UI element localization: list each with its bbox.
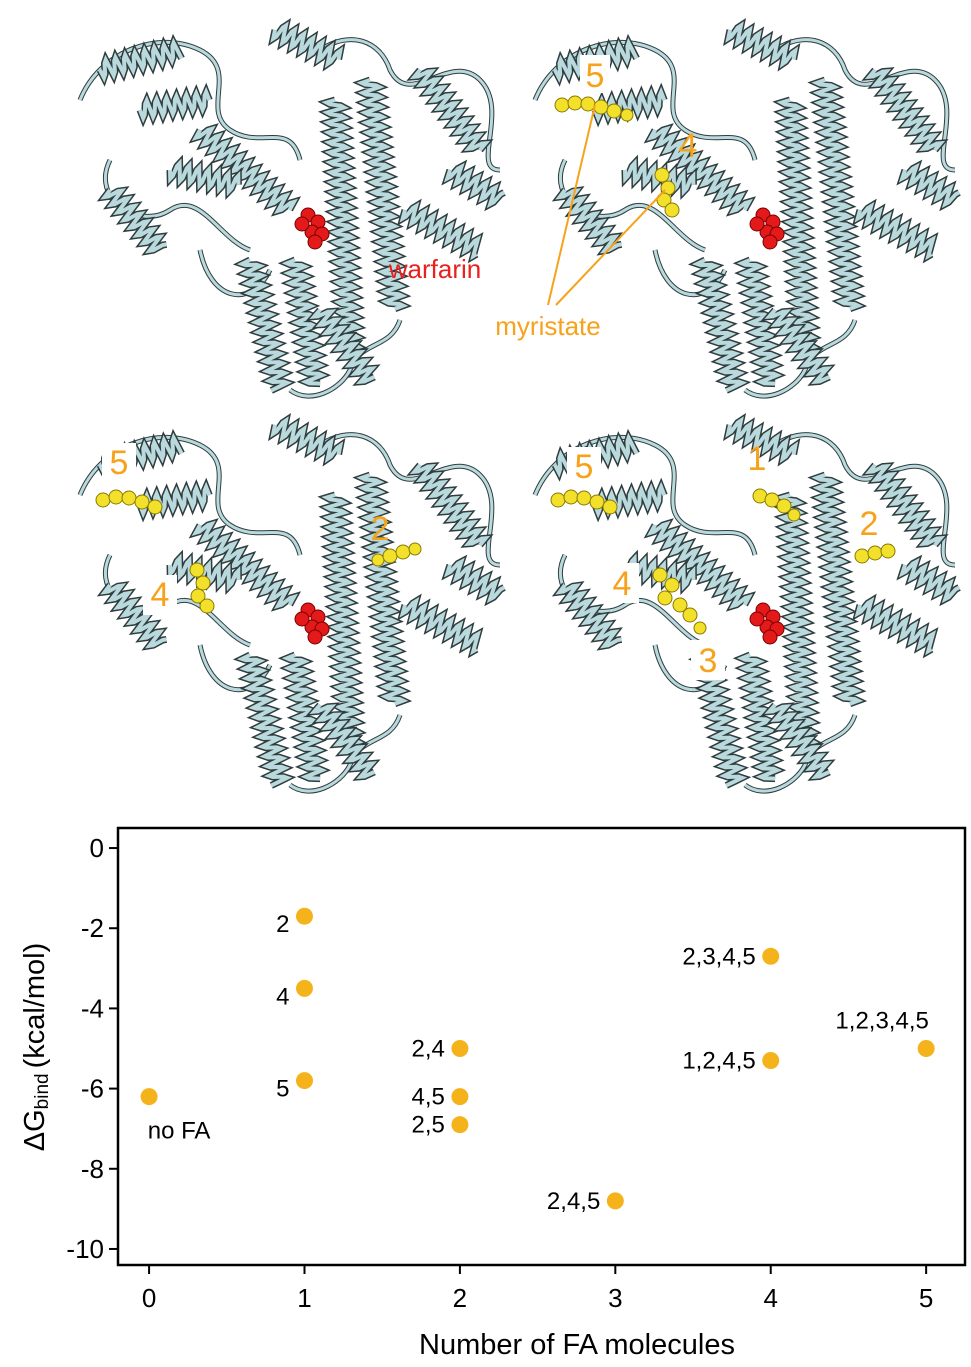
plot-frame xyxy=(118,828,965,1265)
data-point xyxy=(918,1040,935,1057)
y-tick-label: -6 xyxy=(81,1074,104,1104)
x-tick-label: 5 xyxy=(919,1283,933,1313)
y-tick-label: -4 xyxy=(81,993,104,1023)
site-label: 4 xyxy=(613,565,632,603)
site-label: 2 xyxy=(371,510,390,548)
figure: warfarin 5 4 myristate 5 2 4 5 1 2 4 3 N… xyxy=(0,0,971,1367)
data-point xyxy=(451,1088,468,1105)
x-tick-label: 1 xyxy=(297,1283,311,1313)
data-point xyxy=(296,1072,313,1089)
site-label: 2 xyxy=(860,505,879,543)
x-tick-label: 3 xyxy=(608,1283,622,1313)
point-label: 2 xyxy=(276,911,289,938)
x-axis-title: Number of FA molecules xyxy=(419,1329,735,1361)
y-tick-label: -10 xyxy=(66,1234,104,1264)
site-label: 5 xyxy=(110,444,129,482)
y-tick-label: -2 xyxy=(81,913,104,943)
data-point xyxy=(762,1052,779,1069)
y-tick-label: 0 xyxy=(90,833,104,863)
y-tick-label: -8 xyxy=(81,1154,104,1184)
point-label: 1,2,4,5 xyxy=(682,1048,755,1075)
data-point xyxy=(607,1192,624,1209)
point-label: 2,5 xyxy=(412,1112,445,1139)
site-label: 5 xyxy=(575,448,594,486)
data-point xyxy=(296,908,313,925)
point-label: 2,3,4,5 xyxy=(682,943,755,970)
site-label: 4 xyxy=(151,576,170,614)
point-label: 5 xyxy=(276,1076,289,1103)
data-point xyxy=(762,948,779,965)
x-tick-label: 4 xyxy=(763,1283,777,1313)
point-label: 4,5 xyxy=(412,1084,445,1111)
y-title-sub: bind xyxy=(32,1073,53,1109)
point-label: 2,4,5 xyxy=(547,1188,600,1215)
data-point xyxy=(451,1116,468,1133)
data-point xyxy=(296,980,313,997)
data-point xyxy=(451,1040,468,1057)
x-tick-label: 2 xyxy=(453,1283,467,1313)
point-label: 2,4 xyxy=(412,1036,445,1063)
site-label: 5 xyxy=(586,57,605,95)
y-title-unit: (kcal/mol) xyxy=(19,943,51,1069)
point-label: no FA xyxy=(148,1118,211,1145)
y-title-main: ΔG xyxy=(19,1109,51,1151)
ligand-label: warfarin xyxy=(388,254,481,284)
x-tick-label: 0 xyxy=(142,1283,156,1313)
ligand-label: myristate xyxy=(495,311,600,341)
data-point xyxy=(141,1088,158,1105)
protein-panel xyxy=(80,26,504,396)
site-label: 4 xyxy=(679,127,698,165)
point-label: 4 xyxy=(276,983,289,1010)
site-label: 1 xyxy=(748,440,767,478)
site-label: 3 xyxy=(699,642,718,680)
point-label: 1,2,3,4,5 xyxy=(835,1008,928,1035)
y-axis-title: ΔGbind (kcal/mol) xyxy=(19,943,53,1152)
scatter-chart: Number of FA molecules ΔGbind(kcal/mol) … xyxy=(19,828,965,1361)
